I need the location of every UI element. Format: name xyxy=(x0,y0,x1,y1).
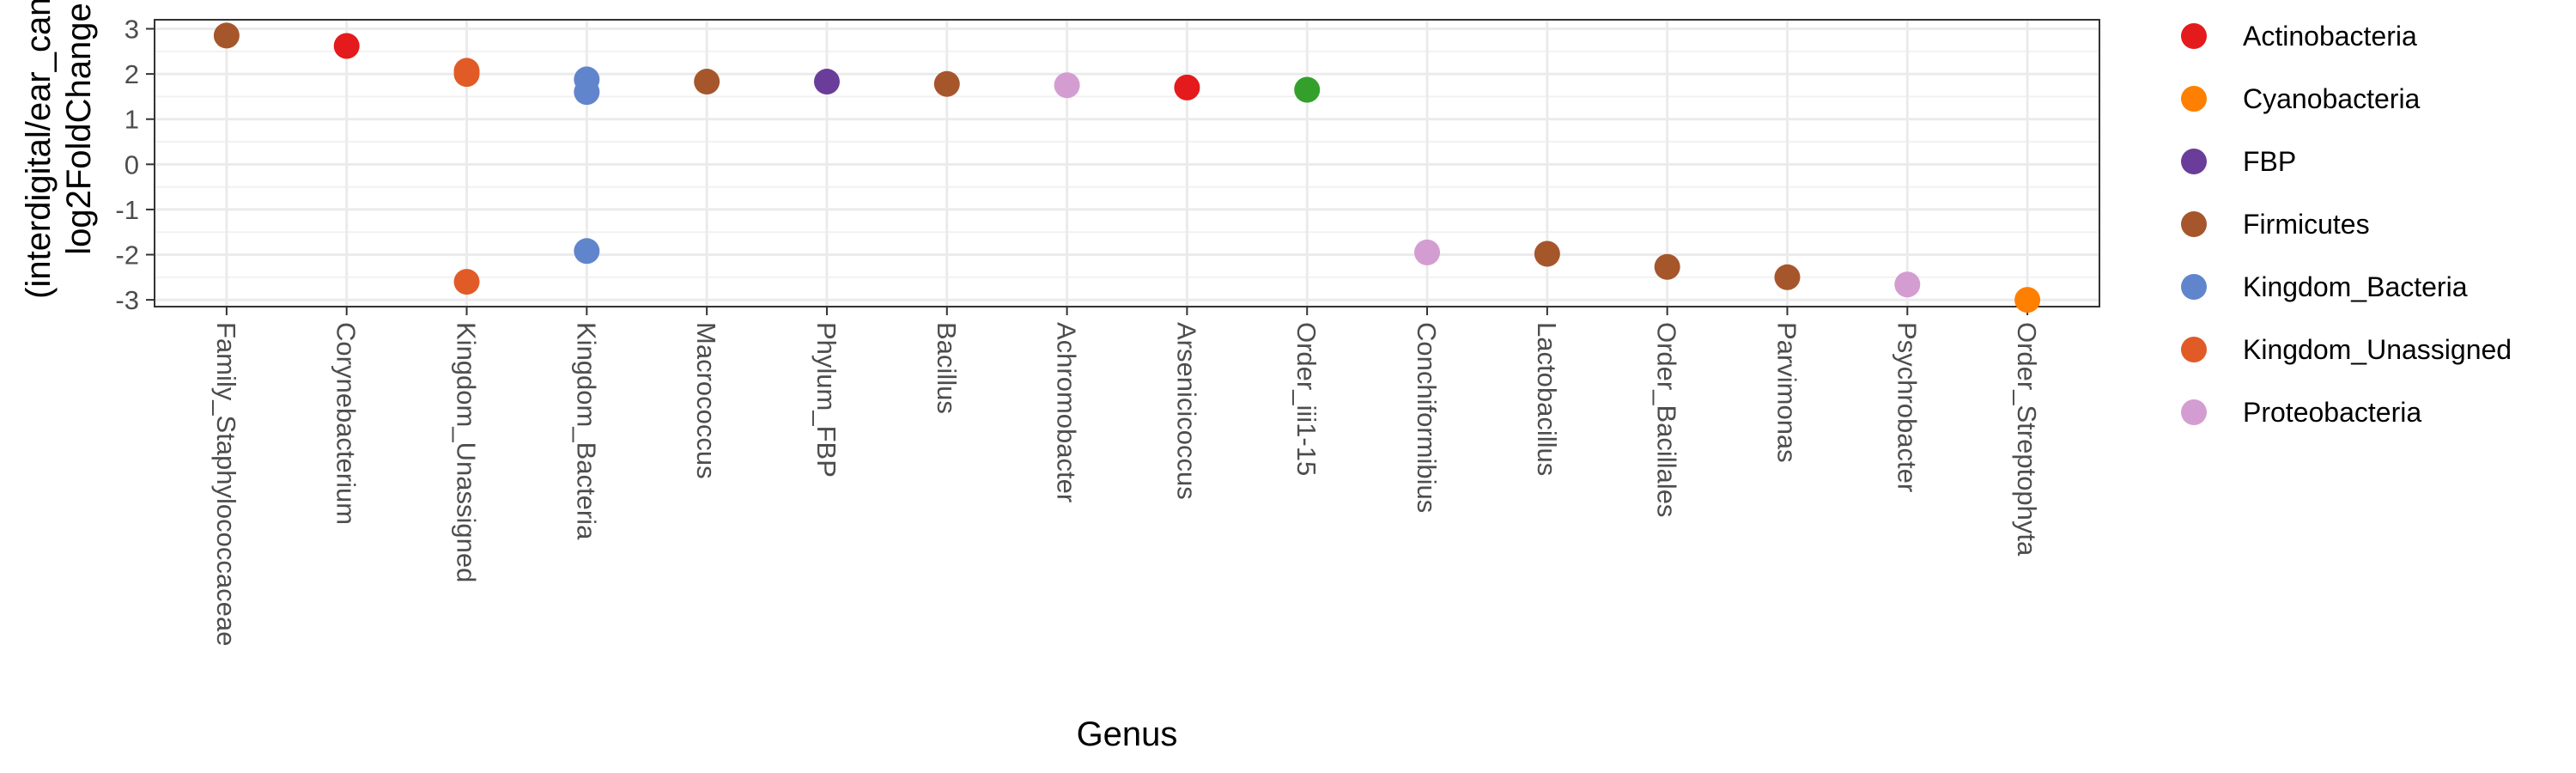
y-tick-label: 3 xyxy=(125,15,139,45)
data-point xyxy=(694,69,720,95)
legend-key xyxy=(2181,399,2207,425)
x-tick-label: Order_Bacillales xyxy=(1652,322,1682,517)
x-axis-ticks: Family_Staphylococcaceae Corynebacterium K… xyxy=(211,307,2042,646)
x-tick-label: Lactobacillus xyxy=(1532,322,1562,476)
data-point xyxy=(1054,72,1080,99)
legend-key xyxy=(2181,149,2207,174)
data-point xyxy=(1894,271,1921,298)
y-tick-label: 1 xyxy=(125,105,139,135)
y-tick-label: -3 xyxy=(115,285,139,315)
y-tick-label: 0 xyxy=(125,149,139,180)
x-tick-label: Psychrobacter xyxy=(1892,322,1922,492)
data-points xyxy=(213,22,2041,313)
legend: Actinobacteria Cyanobacteria FBP Firmicutes… xyxy=(2181,21,2512,428)
data-point xyxy=(1294,76,1321,103)
data-point xyxy=(213,22,240,49)
legend-label: Proteobacteria xyxy=(2243,397,2421,428)
legend-label: Actinobacteria xyxy=(2243,21,2417,52)
legend-key xyxy=(2181,23,2207,49)
data-point xyxy=(1414,239,1441,265)
legend-key xyxy=(2181,274,2207,300)
x-tick-label: Family_Staphylococcaceae xyxy=(211,322,241,646)
y-tick-label: -1 xyxy=(115,195,139,225)
data-point xyxy=(933,70,960,97)
legend-key xyxy=(2181,211,2207,237)
data-point xyxy=(574,79,600,106)
data-point xyxy=(453,269,480,295)
y-axis-title-line-2: log2FoldChange xyxy=(60,3,98,255)
legend-key xyxy=(2181,337,2207,362)
legend-label: Firmicutes xyxy=(2243,209,2370,240)
data-point xyxy=(574,238,600,265)
x-tick-label: Order_Streptophyta xyxy=(2012,322,2042,557)
data-point xyxy=(1774,264,1801,290)
legend-label: Cyanobacteria xyxy=(2243,83,2421,114)
legend-label: Kingdom_Unassigned xyxy=(2243,334,2512,365)
x-tick-label: Order_iii1-15 xyxy=(1291,322,1321,476)
major-gridlines xyxy=(155,20,2099,307)
x-axis-title: Genus xyxy=(1077,715,1178,753)
x-tick-label: Kingdom_Bacteria xyxy=(571,322,601,540)
data-point xyxy=(453,61,480,88)
legend-label: FBP xyxy=(2243,146,2296,177)
legend-label: Kingdom_Bacteria xyxy=(2243,271,2468,302)
x-tick-label: Phylum_FBP xyxy=(811,322,841,478)
data-point xyxy=(1654,253,1680,280)
plot-panel-border xyxy=(154,19,2100,307)
x-tick-label: Achromobacter xyxy=(1052,322,1082,502)
data-point xyxy=(2014,287,2041,313)
y-tick-label: -2 xyxy=(115,240,139,271)
x-tick-label: Corynebacterium xyxy=(331,322,361,525)
legend-key xyxy=(2181,86,2207,112)
x-tick-label: Conchiformibius xyxy=(1412,322,1442,513)
y-axis-title-line-1: (interdigital/ear_canal) xyxy=(20,0,58,299)
data-point xyxy=(1174,74,1200,100)
x-tick-label: Arsenicicoccus xyxy=(1171,322,1201,500)
x-tick-label: Bacillus xyxy=(932,322,962,414)
x-tick-label: Macrococcus xyxy=(691,322,721,479)
x-tick-label: Parvimonas xyxy=(1771,322,1801,463)
y-axis-ticks: 3 2 1 0 -1 -2 -3 xyxy=(115,15,155,315)
data-point xyxy=(1534,240,1560,267)
y-tick-label: 2 xyxy=(125,59,139,89)
x-tick-label: Kingdom_Unassigned xyxy=(452,322,482,582)
data-point xyxy=(813,69,840,95)
data-point xyxy=(333,33,360,59)
